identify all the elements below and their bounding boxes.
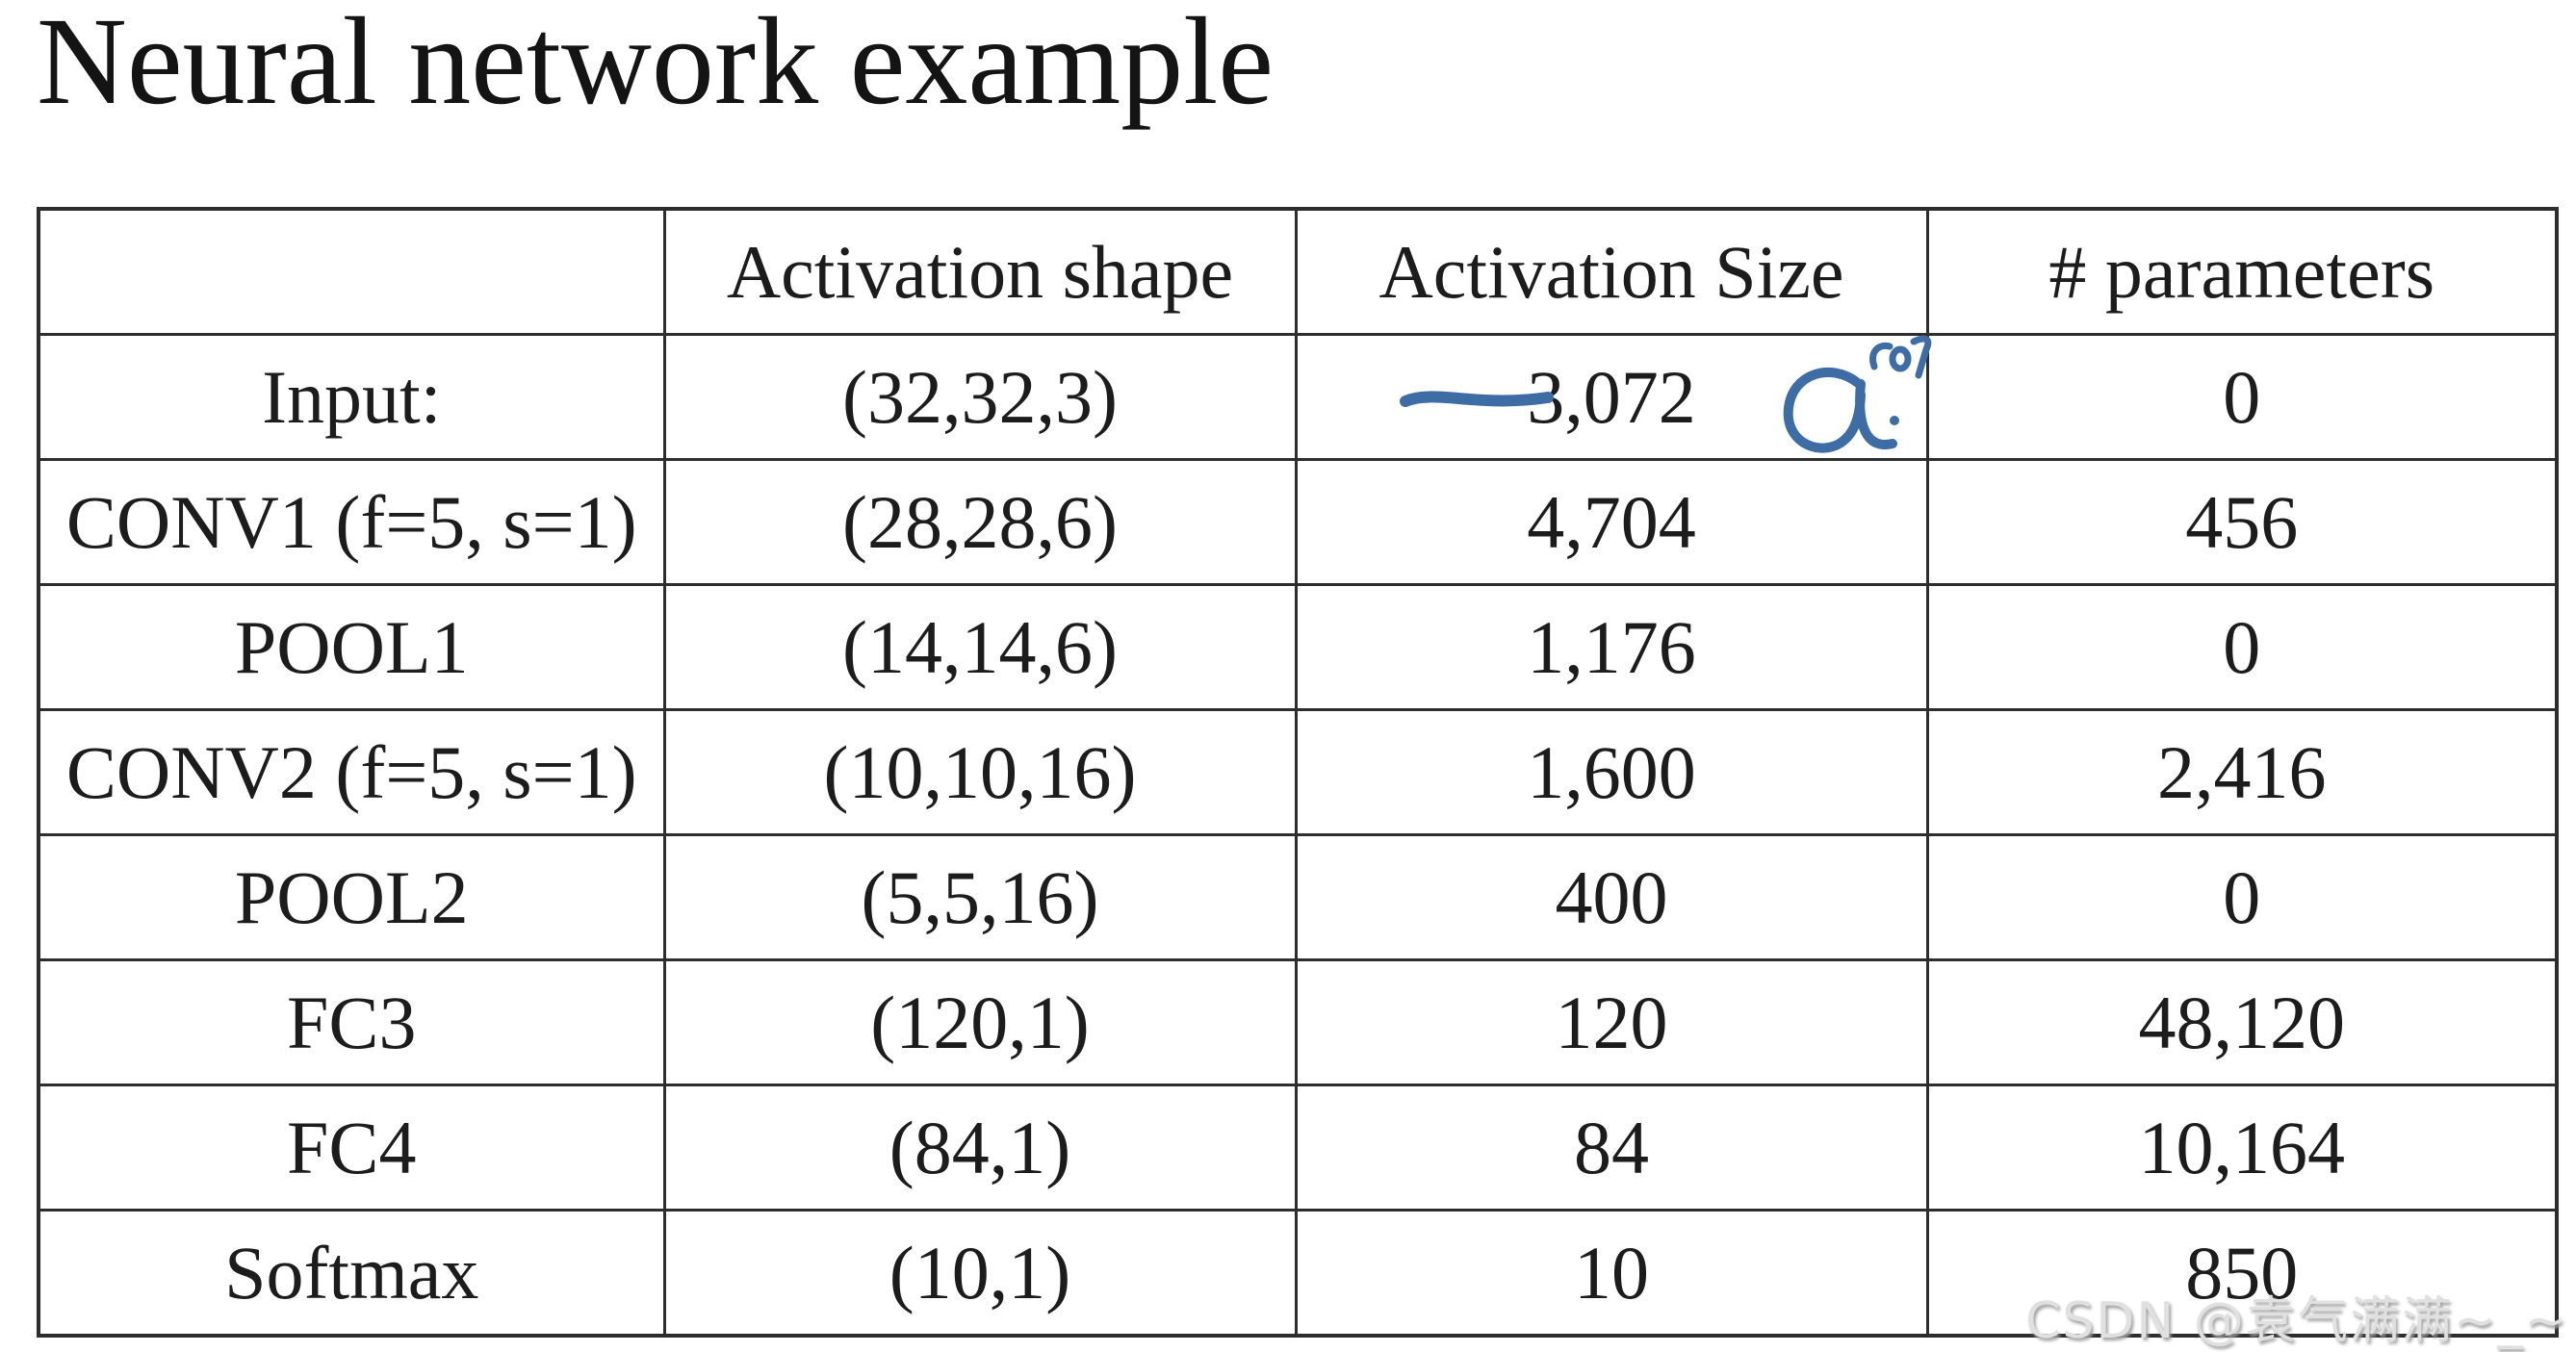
parameters-cell: 2,416 (1925, 708, 2559, 836)
row-label-cell: POOL1 (37, 583, 666, 711)
parameters-cell: 850 (1925, 1209, 2559, 1338)
row-label-cell: Input: (37, 333, 666, 461)
parameters-cell: 0 (1925, 333, 2559, 461)
activation-size-cell: 84 (1294, 1084, 1929, 1212)
table-row-fc4: FC4 (84,1) 84 10,164 (37, 1084, 2559, 1212)
header-activation-size: Activation Size (1294, 207, 1929, 336)
parameters-cell: 0 (1925, 583, 2559, 711)
table-row-pool1: POOL1 (14,14,6) 1,176 0 (37, 583, 2559, 711)
row-label-cell: CONV1 (f=5, s=1) (37, 458, 666, 586)
parameters-cell: 48,120 (1925, 958, 2559, 1086)
activation-shape-cell: (14,14,6) (662, 583, 1298, 711)
activation-size-cell: 10 (1294, 1209, 1929, 1338)
table-row-conv2: CONV2 (f=5, s=1) (10,10,16) 1,600 2,416 (37, 708, 2559, 836)
table-row-conv1: CONV1 (f=5, s=1) (28,28,6) 4,704 456 (37, 458, 2559, 586)
activation-shape-cell: (5,5,16) (662, 833, 1298, 961)
activation-size-cell: 120 (1294, 958, 1929, 1086)
activation-shape-cell: (10,1) (662, 1209, 1298, 1338)
row-label-cell: FC4 (37, 1084, 666, 1212)
activation-shape-cell: (84,1) (662, 1084, 1298, 1212)
parameters-cell: 0 (1925, 833, 2559, 961)
activation-size-cell: 400 (1294, 833, 1929, 961)
row-label-cell: FC3 (37, 958, 666, 1086)
activation-shape-cell: (32,32,3) (662, 333, 1298, 461)
row-label-cell: POOL2 (37, 833, 666, 961)
nn-table: Activation shape Activation Size # param… (37, 207, 2559, 1338)
activation-size-cell: 1,176 (1294, 583, 1929, 711)
activation-shape-cell: (120,1) (662, 958, 1298, 1086)
row-label-cell: CONV2 (f=5, s=1) (37, 708, 666, 836)
activation-shape-cell: (28,28,6) (662, 458, 1298, 586)
header-row: Activation shape Activation Size # param… (37, 207, 2559, 336)
header-parameters: # parameters (1925, 207, 2559, 336)
table-row-softmax: Softmax (10,1) 10 850 (37, 1209, 2559, 1338)
activation-size-cell: 1,600 (1294, 708, 1929, 836)
activation-size-cell: 3,072 (1294, 333, 1929, 461)
table-row-fc3: FC3 (120,1) 120 48,120 (37, 958, 2559, 1086)
csdn-watermark: CSDN @袁气满满~_~ (2025, 1292, 2568, 1350)
table-row-input: Input: (32,32,3) 3,072 0 (37, 333, 2559, 461)
activation-size-cell: 4,704 (1294, 458, 1929, 586)
header-activation-shape: Activation shape (662, 207, 1298, 336)
row-label-cell: Softmax (37, 1209, 666, 1338)
activation-shape-cell: (10,10,16) (662, 708, 1298, 836)
header-empty-cell (37, 207, 666, 336)
page-title: Neural network example (37, 0, 1275, 131)
parameters-cell: 10,164 (1925, 1084, 2559, 1212)
parameters-cell: 456 (1925, 458, 2559, 586)
table-row-pool2: POOL2 (5,5,16) 400 0 (37, 833, 2559, 961)
